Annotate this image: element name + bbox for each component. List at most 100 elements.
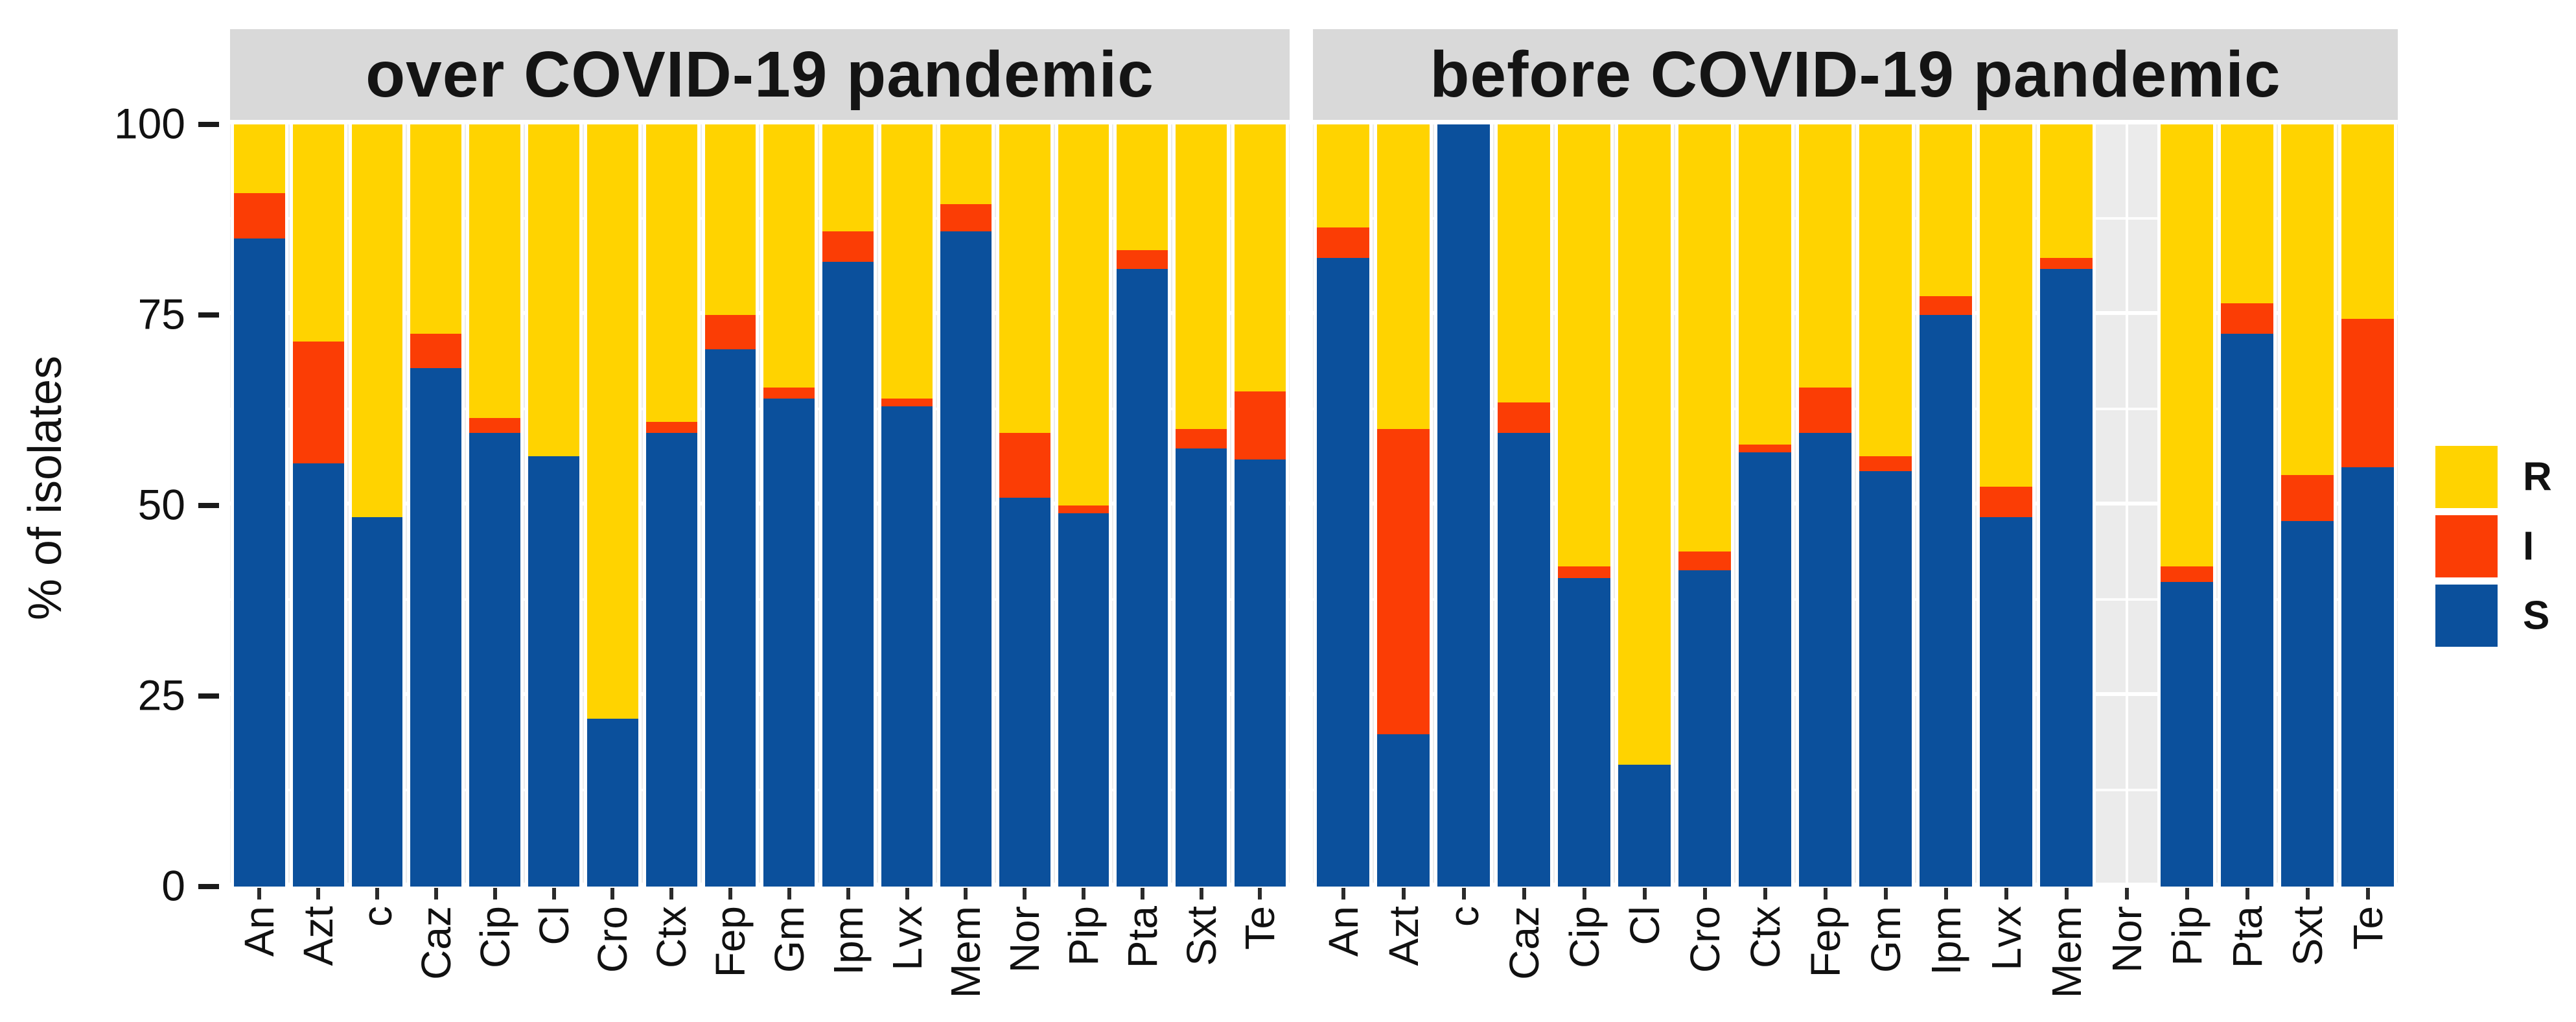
x-axis: An Azt c Caz Cip Cl Cro Ctx Fep Gm Ipm Lvx Mem Nor Pip… — [230, 888, 1290, 998]
x-tick-label: Pip — [2163, 906, 2210, 966]
segment-s — [292, 463, 344, 887]
x-axis-cell-cl: Cl — [1614, 888, 1675, 998]
x-axis-cell-c: c — [1433, 888, 1494, 998]
segment-s — [2040, 269, 2093, 887]
segment-r — [351, 124, 403, 517]
stacked-bar-mem — [2037, 124, 2096, 887]
facet-over-pandemic: over COVID-19 pandemic An Azt c Caz Cip Cl Cro… — [230, 29, 1290, 998]
segment-i — [1920, 296, 1972, 315]
y-axis-title: % of isolates — [19, 355, 71, 621]
segment-s — [1058, 513, 1109, 887]
segment-s — [2281, 520, 2334, 887]
bar-slot-an — [1313, 124, 1373, 887]
x-axis-cell-te: Te — [2338, 888, 2398, 998]
segment-i — [2281, 474, 2334, 521]
x-tick-mark — [493, 888, 497, 900]
x-tick-mark — [1258, 888, 1262, 900]
segment-s — [2161, 581, 2213, 887]
bar-slot-fep — [701, 124, 760, 887]
x-axis-cell-ctx: Ctx — [1735, 888, 1795, 998]
stacked-bar-cro — [583, 124, 642, 887]
stacked-bar-ctx — [642, 124, 701, 887]
segment-i — [2040, 257, 2093, 270]
x-axis-cell-cip: Cip — [465, 888, 524, 998]
y-tick-mark — [198, 122, 219, 127]
bar-slot-te — [2338, 124, 2398, 887]
x-tick-mark — [1140, 888, 1144, 900]
segment-r — [1859, 124, 1912, 456]
x-axis-cell-te: Te — [1231, 888, 1290, 998]
x-axis-cell-sxt: Sxt — [2277, 888, 2338, 998]
segment-r — [234, 124, 285, 193]
segment-s — [822, 261, 874, 887]
x-tick-mark — [964, 888, 968, 900]
segment-i — [940, 204, 992, 231]
stacked-bar-cl — [525, 124, 583, 887]
x-tick-mark — [2124, 888, 2129, 900]
x-axis-cell-cl: Cl — [524, 888, 583, 998]
segment-s — [469, 433, 521, 887]
stacked-bar-ipm — [1916, 124, 1975, 887]
x-tick-mark — [905, 888, 909, 900]
segment-r — [1117, 124, 1168, 251]
segment-r — [999, 124, 1050, 434]
segment-s — [1799, 433, 1851, 887]
x-tick-label: Ctx — [1741, 906, 1789, 968]
segment-i — [1799, 387, 1851, 434]
segment-r — [469, 124, 521, 418]
x-tick-label: Cro — [589, 906, 636, 973]
segment-s — [940, 231, 992, 887]
bar-slot-mem — [2036, 124, 2096, 887]
x-tick-label: Gm — [1862, 906, 1909, 973]
x-axis-cell-nor: Nor — [995, 888, 1054, 998]
stacked-bar-cip — [466, 124, 524, 887]
legend-item-r: R — [2435, 446, 2552, 508]
stacked-bar-fep — [701, 124, 760, 887]
segment-i — [1980, 486, 2032, 517]
x-axis-cell-ipm: Ipm — [1916, 888, 1976, 998]
bar-slot-pip — [2157, 124, 2217, 887]
x-tick-mark — [2004, 888, 2008, 900]
segment-r — [1498, 124, 1550, 403]
stacked-bar-gm — [1856, 124, 1915, 887]
x-axis-cell-azt: Azt — [289, 888, 348, 998]
bar-slot-caz — [406, 124, 465, 887]
bar-slot-cro — [1675, 124, 1735, 887]
bar-slot-cl — [524, 124, 583, 887]
segment-i — [292, 342, 344, 464]
x-tick-mark — [1944, 888, 1948, 900]
segment-s — [528, 456, 579, 887]
legend-label: S — [2523, 593, 2550, 638]
x-tick-mark — [1341, 888, 1345, 900]
segment-i — [2341, 318, 2394, 468]
x-tick-mark — [1823, 888, 1828, 900]
x-tick-mark — [1082, 888, 1085, 900]
segment-i — [1176, 429, 1227, 448]
x-axis-cell-caz: Caz — [1494, 888, 1554, 998]
legend-label: R — [2523, 454, 2552, 500]
bar-slot-azt — [289, 124, 348, 887]
segment-r — [586, 124, 638, 719]
legend: R I S — [2435, 446, 2552, 654]
segment-i — [1558, 566, 1610, 578]
bar-slot-te — [1231, 124, 1290, 887]
x-axis-cell-lvx: Lvx — [877, 888, 936, 998]
x-tick-mark — [1401, 888, 1406, 900]
x-tick-mark — [316, 888, 321, 900]
x-tick-mark — [1023, 888, 1027, 900]
x-tick-label: Gm — [765, 906, 813, 973]
segment-r — [1920, 124, 1972, 296]
bar-slot-mem — [936, 124, 995, 887]
y-tick-label: 75 — [137, 290, 185, 338]
x-axis-cell-gm: Gm — [760, 888, 818, 998]
segment-r — [645, 124, 697, 422]
segment-i — [881, 399, 933, 407]
x-tick-mark — [610, 888, 615, 900]
bar-slot-c — [1433, 124, 1494, 887]
x-tick-mark — [551, 888, 556, 900]
x-tick-label: Cl — [1621, 906, 1668, 946]
segment-s — [1859, 471, 1912, 887]
segment-s — [704, 349, 756, 887]
segment-r — [2221, 124, 2273, 304]
stacked-bar-te — [1231, 124, 1289, 887]
